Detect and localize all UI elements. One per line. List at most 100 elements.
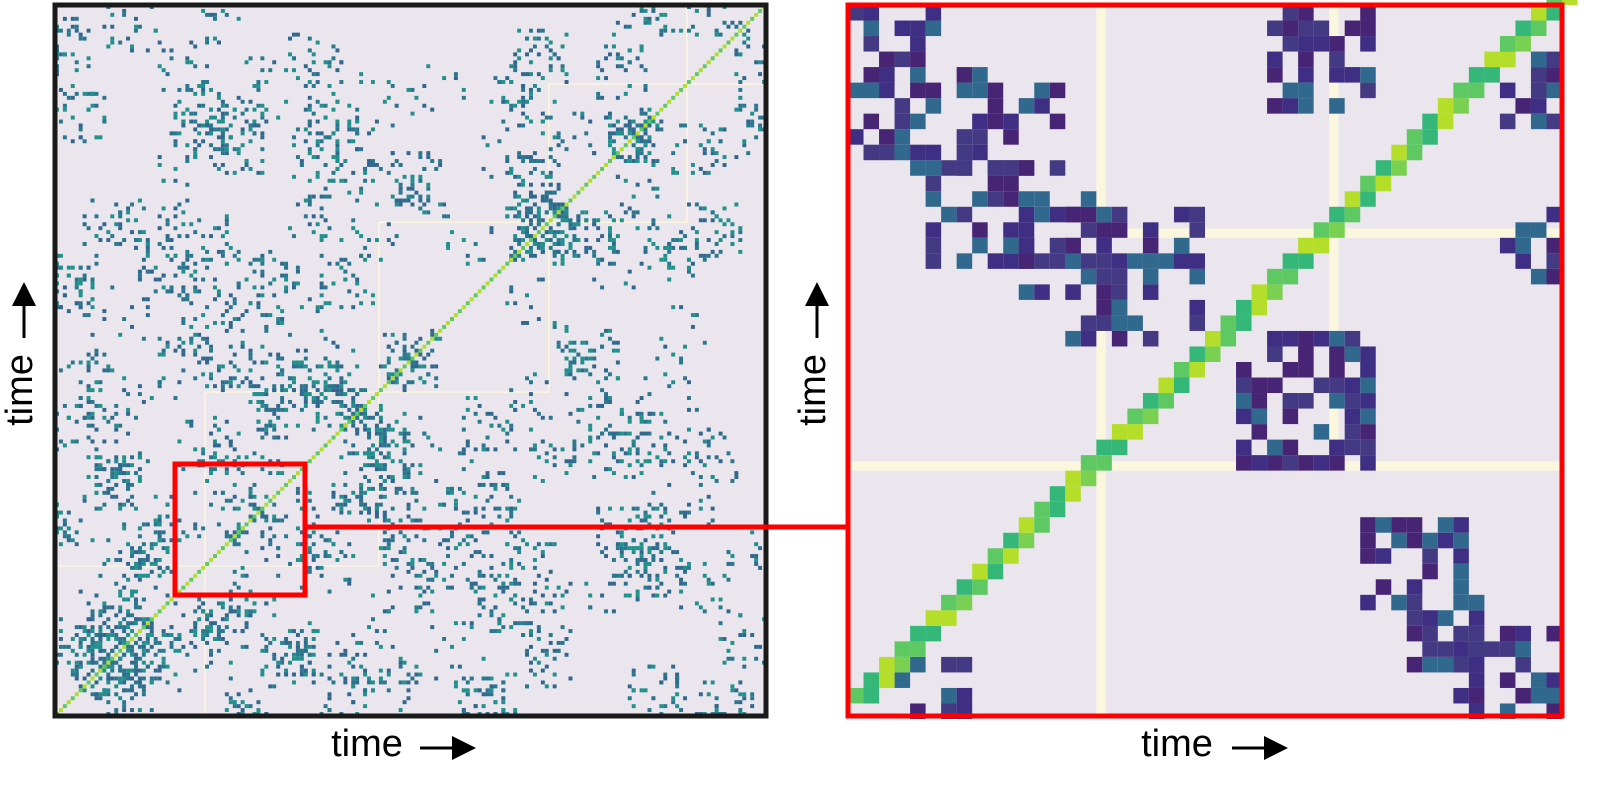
recurrence-cell — [205, 479, 210, 483]
recurrence-cell — [280, 261, 285, 266]
recurrence-cell — [295, 76, 300, 81]
recurrence-cell — [987, 253, 1004, 269]
recurrence-cell — [216, 625, 221, 630]
recurrence-cell — [248, 166, 253, 171]
recurrence-cell — [987, 160, 1004, 176]
recurrence-cell — [627, 518, 632, 523]
recurrence-cell — [604, 546, 608, 551]
diagonal-cell — [544, 222, 549, 227]
recurrence-cell — [390, 348, 395, 353]
recurrence-cell — [58, 526, 63, 531]
recurrence-cell — [390, 558, 395, 562]
recurrence-cell — [220, 637, 225, 641]
recurrence-cell — [339, 400, 344, 404]
recurrence-cell — [1391, 594, 1407, 611]
recurrence-cell — [272, 277, 277, 282]
recurrence-cell — [438, 336, 443, 341]
recurrence-cell — [402, 660, 407, 665]
recurrence-cell — [145, 648, 150, 653]
recurrence-cell — [339, 238, 344, 242]
recurrence-cell — [683, 123, 687, 128]
recurrence-cell — [596, 510, 601, 515]
recurrence-cell — [552, 609, 557, 614]
recurrence-cell — [643, 558, 648, 562]
recurrence-cell — [106, 700, 111, 705]
recurrence-cell — [643, 249, 648, 254]
recurrence-cell — [114, 494, 119, 499]
recurrence-cell — [631, 668, 636, 673]
recurrence-cell — [110, 494, 115, 499]
recurrence-cell — [1313, 377, 1330, 394]
recurrence-cell — [1003, 237, 1019, 254]
diagonal-cell — [149, 617, 154, 622]
recurrence-cell — [643, 139, 648, 144]
recurrence-cell — [327, 388, 332, 393]
recurrence-cell — [153, 561, 158, 566]
diagonal-cell — [659, 107, 664, 112]
recurrence-cell — [619, 202, 624, 207]
recurrence-cell — [102, 656, 107, 661]
recurrence-cell — [580, 210, 585, 215]
recurrence-cell — [102, 609, 107, 614]
recurrence-cell — [418, 194, 423, 199]
recurrence-cell — [730, 554, 735, 558]
recurrence-cell — [284, 652, 289, 657]
recurrence-cell — [631, 143, 636, 148]
recurrence-cell — [98, 403, 103, 408]
recurrence-cell — [402, 174, 407, 179]
recurrence-cell — [205, 80, 210, 84]
recurrence-cell — [430, 561, 435, 566]
recurrence-cell — [529, 305, 533, 310]
recurrence-cell — [130, 621, 134, 626]
diagonal-cell — [1065, 486, 1081, 502]
recurrence-cell — [315, 400, 320, 404]
recurrence-cell — [941, 687, 957, 704]
recurrence-cell — [90, 400, 95, 404]
recurrence-cell — [568, 245, 573, 250]
recurrence-cell — [517, 214, 522, 219]
recurrence-cell — [122, 629, 127, 634]
recurrence-cell — [347, 577, 352, 582]
recurrence-cell — [690, 471, 695, 476]
recurrence-cell — [1298, 51, 1314, 68]
recurrence-cell — [292, 68, 296, 73]
recurrence-cell — [137, 684, 142, 689]
recurrence-cell — [477, 601, 482, 606]
recurrence-cell — [236, 368, 241, 373]
recurrence-cell — [592, 218, 597, 223]
recurrence-cell — [137, 467, 142, 472]
recurrence-cell — [525, 321, 529, 325]
recurrence-cell — [137, 479, 142, 483]
recurrence-cell — [319, 103, 324, 108]
recurrence-cell — [1453, 563, 1469, 580]
recurrence-cell — [683, 581, 687, 586]
recurrence-cell — [651, 119, 656, 124]
diagonal-cell — [742, 24, 747, 29]
recurrence-cell — [683, 455, 687, 460]
recurrence-cell — [157, 163, 162, 167]
recurrence-cell — [683, 514, 687, 519]
recurrence-cell — [232, 447, 237, 452]
recurrence-cell — [1530, 51, 1547, 68]
recurrence-cell — [663, 245, 668, 250]
recurrence-cell — [738, 249, 743, 254]
recurrence-cell — [651, 159, 656, 163]
recurrence-cell — [378, 407, 383, 412]
recurrence-cell — [331, 281, 336, 286]
recurrence-cell — [272, 597, 277, 602]
recurrence-cell — [706, 692, 711, 697]
recurrence-cell — [307, 36, 312, 41]
recurrence-cell — [402, 439, 407, 444]
recurrence-cell — [430, 577, 435, 582]
recurrence-cell — [299, 360, 304, 365]
recurrence-cell — [394, 198, 399, 203]
recurrence-cell — [74, 277, 79, 282]
recurrence-cell — [925, 253, 942, 269]
recurrence-cell — [604, 427, 608, 432]
recurrence-cell — [564, 356, 569, 361]
recurrence-cell — [74, 530, 79, 535]
recurrence-cell — [690, 170, 695, 175]
recurrence-cell — [102, 352, 107, 357]
recurrence-cell — [193, 352, 198, 357]
diagonal-cell — [465, 301, 470, 306]
